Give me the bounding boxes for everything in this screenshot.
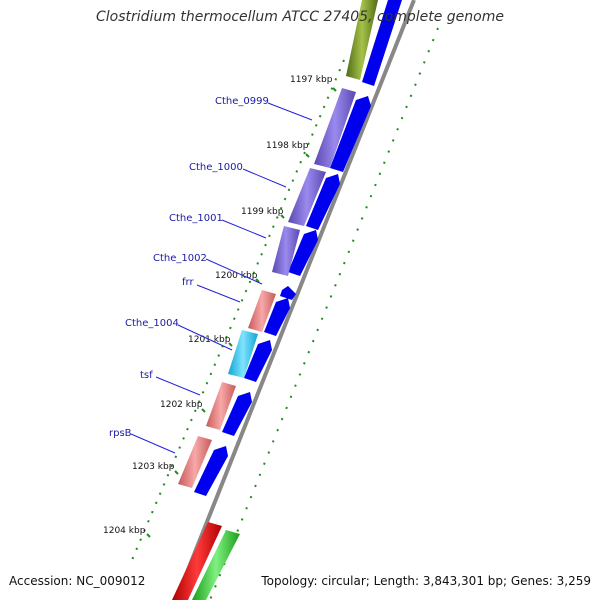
red-gene-bar[interactable] bbox=[172, 522, 222, 600]
tick-mark bbox=[146, 533, 151, 538]
gene-arrow[interactable] bbox=[194, 446, 228, 496]
leader-line bbox=[205, 258, 263, 285]
gene-arrow[interactable] bbox=[280, 286, 296, 300]
tick-marks bbox=[146, 87, 337, 538]
tick-mark bbox=[280, 214, 285, 219]
purple-gene-bar-cthe0999[interactable] bbox=[314, 88, 356, 168]
pink-gene-bar-tsf[interactable] bbox=[206, 382, 236, 430]
gene-label-rpsb[interactable]: rpsB bbox=[109, 428, 132, 439]
tick-mark bbox=[174, 470, 179, 475]
tick-label-1204: 1204 kbp bbox=[103, 526, 146, 536]
gene-label-cthe0999[interactable]: Cthe_0999 bbox=[215, 96, 269, 107]
gene-label-cthe1002[interactable]: Cthe_1002 bbox=[153, 253, 207, 264]
cyan-gene-bar-cthe1004[interactable] bbox=[228, 330, 258, 378]
gene-label-cthe1004[interactable]: Cthe_1004 bbox=[125, 318, 179, 329]
gene-arrow[interactable] bbox=[306, 174, 340, 230]
tick-label-1197: 1197 kbp bbox=[290, 75, 333, 85]
accession-text: Accession: NC_009012 bbox=[9, 574, 146, 588]
tick-mark bbox=[228, 342, 233, 347]
tick-label-1202: 1202 kbp bbox=[160, 400, 203, 410]
gene-arrow[interactable] bbox=[244, 340, 272, 382]
gene-label-cthe1000[interactable]: Cthe_1000 bbox=[189, 162, 243, 173]
olive-gene-bar[interactable] bbox=[346, 0, 378, 80]
tick-mark bbox=[255, 278, 260, 283]
topology-text: Topology: circular; Length: 3,843,301 bp… bbox=[261, 574, 591, 588]
forward-strand-track bbox=[194, 0, 402, 496]
map-title: Clostridium thermocellum ATCC 27405, com… bbox=[96, 9, 504, 25]
gene-arrow[interactable] bbox=[288, 230, 318, 276]
gene-label-tsf[interactable]: tsf bbox=[140, 370, 153, 381]
label-leader-lines bbox=[130, 102, 313, 454]
genome-backbone bbox=[174, 0, 416, 600]
gene-label-cthe1001[interactable]: Cthe_1001 bbox=[169, 213, 223, 224]
tick-label-1200: 1200 kbp bbox=[215, 271, 258, 281]
leader-line bbox=[155, 376, 201, 396]
tick-label-1203: 1203 kbp bbox=[132, 462, 175, 472]
green-gene-bar[interactable] bbox=[192, 530, 240, 600]
pink-gene-bar-rpsb[interactable] bbox=[178, 436, 212, 488]
tick-mark bbox=[201, 408, 206, 413]
gene-arrow[interactable] bbox=[362, 0, 402, 86]
pink-gene-bar-frr[interactable] bbox=[248, 290, 276, 332]
leader-line bbox=[177, 324, 233, 351]
tick-mark bbox=[305, 153, 310, 158]
inner-dotted-ruler bbox=[131, 59, 345, 561]
leader-line bbox=[130, 433, 176, 454]
gene-label-frr[interactable]: frr bbox=[182, 277, 194, 288]
tick-mark bbox=[332, 87, 337, 92]
gene-bars-track bbox=[172, 0, 378, 600]
leader-line bbox=[221, 219, 267, 239]
gene-arrow[interactable] bbox=[330, 96, 371, 172]
gene-arrow[interactable] bbox=[222, 392, 252, 436]
leader-line bbox=[242, 168, 287, 188]
gene-arrow[interactable] bbox=[264, 298, 290, 336]
leader-line bbox=[196, 284, 241, 303]
purple-gene-bar-cthe1001[interactable] bbox=[272, 226, 300, 276]
tick-label-1198: 1198 kbp bbox=[266, 141, 309, 151]
tick-label-1199: 1199 kbp bbox=[241, 207, 284, 217]
purple-gene-bar-cthe1000[interactable] bbox=[288, 168, 326, 226]
gene-labels: Cthe_0999 Cthe_1000 Cthe_1001 Cthe_1002 … bbox=[109, 96, 269, 439]
leader-line bbox=[267, 102, 313, 121]
outer-dotted-ruler bbox=[209, 27, 439, 600]
